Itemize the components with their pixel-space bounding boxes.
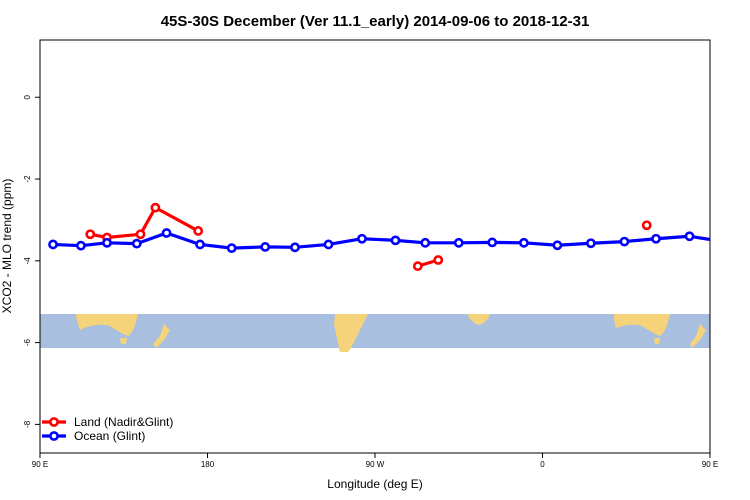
map-land-new-zealand	[153, 324, 170, 348]
data-point	[161, 228, 172, 238]
y-axis: 0 -2 -4 -6 -8	[23, 94, 40, 428]
map-land-africa	[468, 314, 490, 325]
y-tick-label: 0	[23, 94, 32, 99]
data-point	[552, 240, 563, 251]
data-point	[102, 237, 112, 248]
x-axis: 90 E 180 90 W 0 90 E	[32, 453, 718, 469]
data-point	[323, 239, 334, 250]
series-layer	[48, 202, 726, 272]
data-point	[390, 235, 401, 246]
x-tick-label: 0	[540, 460, 545, 469]
x-tick-label: 180	[201, 460, 215, 469]
data-point	[433, 255, 444, 265]
data-point	[48, 239, 58, 250]
series-line	[52, 231, 710, 250]
legend-label: Ocean (Glint)	[74, 429, 145, 443]
data-point	[453, 237, 464, 248]
map-land-australia	[76, 314, 138, 336]
data-point	[585, 238, 596, 249]
data-point	[290, 242, 300, 253]
data-point	[412, 261, 423, 272]
data-point	[150, 202, 161, 213]
data-point	[719, 238, 726, 245]
x-tick-label: 90 E	[32, 460, 48, 469]
x-tick-label: 90 W	[366, 460, 385, 469]
data-point	[76, 240, 86, 251]
data-point	[641, 220, 652, 231]
y-tick-label: -4	[23, 257, 32, 265]
data-point	[518, 237, 529, 248]
map-land-tasmania-repeat	[654, 338, 660, 344]
chart-title: 45S-30S December (Ver 11.1_early) 2014-0…	[161, 13, 590, 30]
map-land-tasmania	[120, 338, 127, 344]
data-point	[357, 233, 367, 244]
data-point	[619, 236, 630, 247]
series-ocean	[48, 228, 726, 254]
x-axis-label: Longitude (deg E)	[327, 477, 422, 491]
data-point	[135, 229, 146, 240]
series-land	[85, 202, 652, 272]
map-land-australia-repeat	[614, 314, 670, 336]
map-land-new-zealand-repeat	[690, 324, 706, 348]
x-tick-label: 90 E	[702, 460, 718, 469]
data-point	[85, 229, 96, 240]
map-land-south-america	[334, 314, 368, 352]
world-map-band	[40, 314, 710, 352]
data-point	[195, 239, 205, 250]
data-point	[193, 226, 204, 236]
data-point	[260, 242, 271, 252]
data-point	[487, 237, 498, 248]
data-point	[226, 243, 237, 254]
y-tick-label: -6	[23, 338, 32, 346]
data-point	[420, 237, 431, 248]
y-tick-label: -8	[23, 420, 32, 428]
y-tick-label: -2	[23, 175, 32, 183]
legend-marker	[49, 431, 59, 441]
data-point	[651, 233, 661, 244]
data-point	[131, 238, 142, 249]
data-point	[684, 231, 695, 242]
map-ocean	[40, 314, 710, 348]
y-axis-label: XCO2 - MLO trend (ppm)	[0, 179, 14, 314]
legend: Land (Nadir&Glint)Ocean (Glint)	[42, 415, 173, 443]
legend-label: Land (Nadir&Glint)	[74, 415, 173, 429]
legend-marker	[49, 417, 59, 427]
